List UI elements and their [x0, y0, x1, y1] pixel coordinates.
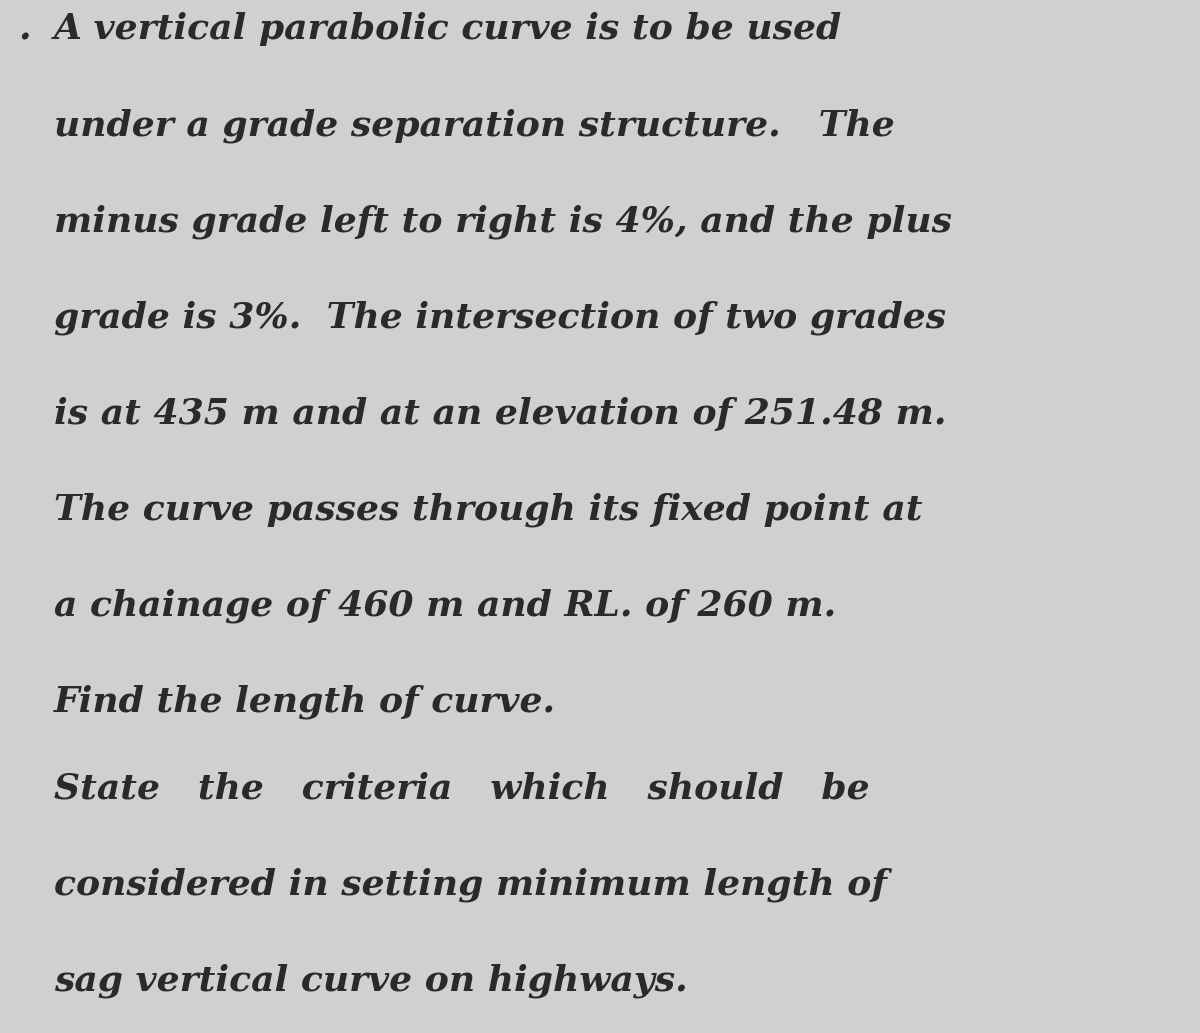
Text: considered in setting minimum length of: considered in setting minimum length of: [54, 868, 887, 902]
Text: A vertical parabolic curve is to be used: A vertical parabolic curve is to be used: [54, 12, 842, 46]
Text: State   the   criteria   which   should   be: State the criteria which should be: [54, 772, 870, 806]
Text: grade is 3%.  The intersection of two grades: grade is 3%. The intersection of two gra…: [54, 301, 946, 335]
Text: under a grade separation structure.   The: under a grade separation structure. The: [54, 108, 895, 143]
Text: sag vertical curve on highways.: sag vertical curve on highways.: [54, 964, 688, 998]
Text: .: .: [18, 12, 31, 46]
Text: is at 435 m and at an elevation of 251.48 m.: is at 435 m and at an elevation of 251.4…: [54, 397, 947, 431]
Text: minus grade left to right is 4%, and the plus: minus grade left to right is 4%, and the…: [54, 205, 952, 239]
Text: The curve passes through its fixed point at: The curve passes through its fixed point…: [54, 493, 923, 527]
Text: Find the length of curve.: Find the length of curve.: [54, 685, 556, 719]
Text: a chainage of 460 m and RL. of 260 m.: a chainage of 460 m and RL. of 260 m.: [54, 589, 836, 623]
